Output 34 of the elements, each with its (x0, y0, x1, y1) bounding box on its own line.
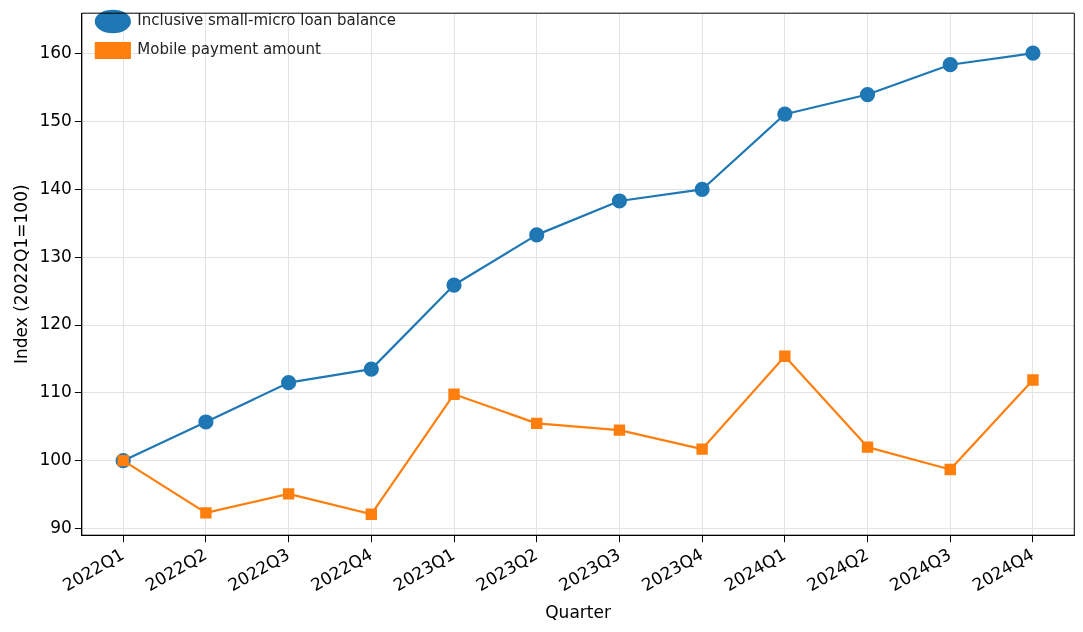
y-tick-label: 140 (39, 177, 72, 198)
point (200, 507, 212, 519)
point (694, 181, 710, 198)
point (1025, 45, 1041, 61)
point (611, 193, 628, 209)
legend-label: Mobile payment amount (137, 40, 321, 59)
point (1027, 374, 1039, 386)
y-tick-label: 130 (39, 245, 72, 266)
y-tick-label: 150 (39, 110, 72, 131)
point (861, 441, 874, 453)
point (779, 350, 791, 362)
x-axis-title: Quarter (545, 602, 611, 623)
y-tick-label: 90 (50, 516, 72, 537)
legend-label: Inclusive small-micro loan balance (137, 11, 397, 30)
point (363, 361, 379, 377)
point (696, 443, 708, 455)
point (613, 424, 626, 436)
point (942, 57, 958, 73)
point (529, 227, 545, 243)
point (777, 106, 793, 122)
point (944, 463, 956, 476)
point (365, 508, 378, 520)
y-tick-label: 160 (39, 42, 72, 63)
point (446, 277, 462, 293)
y-tick-label: 120 (39, 313, 72, 334)
point (198, 414, 214, 430)
point (859, 86, 876, 103)
point (531, 417, 543, 430)
y-tick-label: 110 (39, 381, 72, 402)
point (282, 488, 295, 500)
y-axis-title: Index (2022Q1=100) (10, 184, 31, 365)
point (281, 375, 297, 391)
point (448, 388, 460, 400)
y-tick-label: 100 (39, 449, 72, 470)
